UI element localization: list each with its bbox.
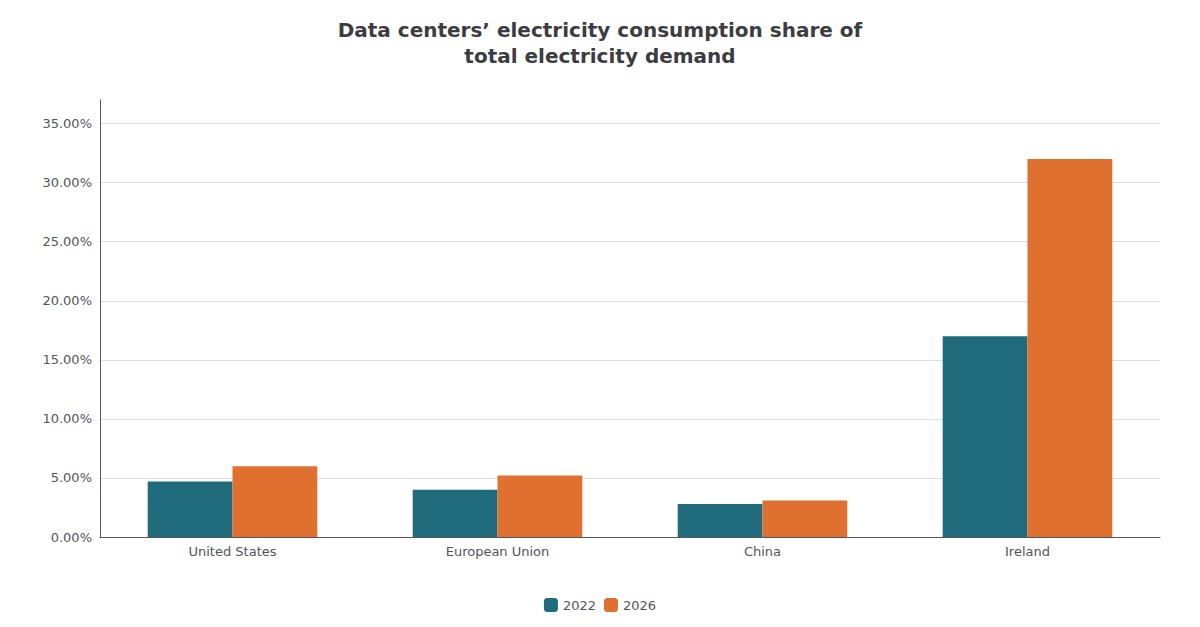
svg-text:2026: 2026 <box>623 598 656 613</box>
svg-text:35.00%: 35.00% <box>42 116 92 131</box>
svg-text:Ireland: Ireland <box>1005 544 1050 559</box>
svg-text:30.00%: 30.00% <box>42 175 92 190</box>
svg-text:5.00%: 5.00% <box>51 470 92 485</box>
svg-text:25.00%: 25.00% <box>42 234 92 249</box>
svg-text:European Union: European Union <box>446 544 550 559</box>
svg-text:United States: United States <box>188 544 276 559</box>
svg-text:2022: 2022 <box>563 598 596 613</box>
svg-text:China: China <box>744 544 781 559</box>
svg-text:0.00%: 0.00% <box>51 530 92 545</box>
svg-text:10.00%: 10.00% <box>42 411 92 426</box>
svg-text:total electricity demand: total electricity demand <box>464 44 735 68</box>
svg-text:Data centers’ electricity cons: Data centers’ electricity consumption sh… <box>338 18 863 42</box>
svg-text:20.00%: 20.00% <box>42 293 92 308</box>
svg-text:15.00%: 15.00% <box>42 352 92 367</box>
